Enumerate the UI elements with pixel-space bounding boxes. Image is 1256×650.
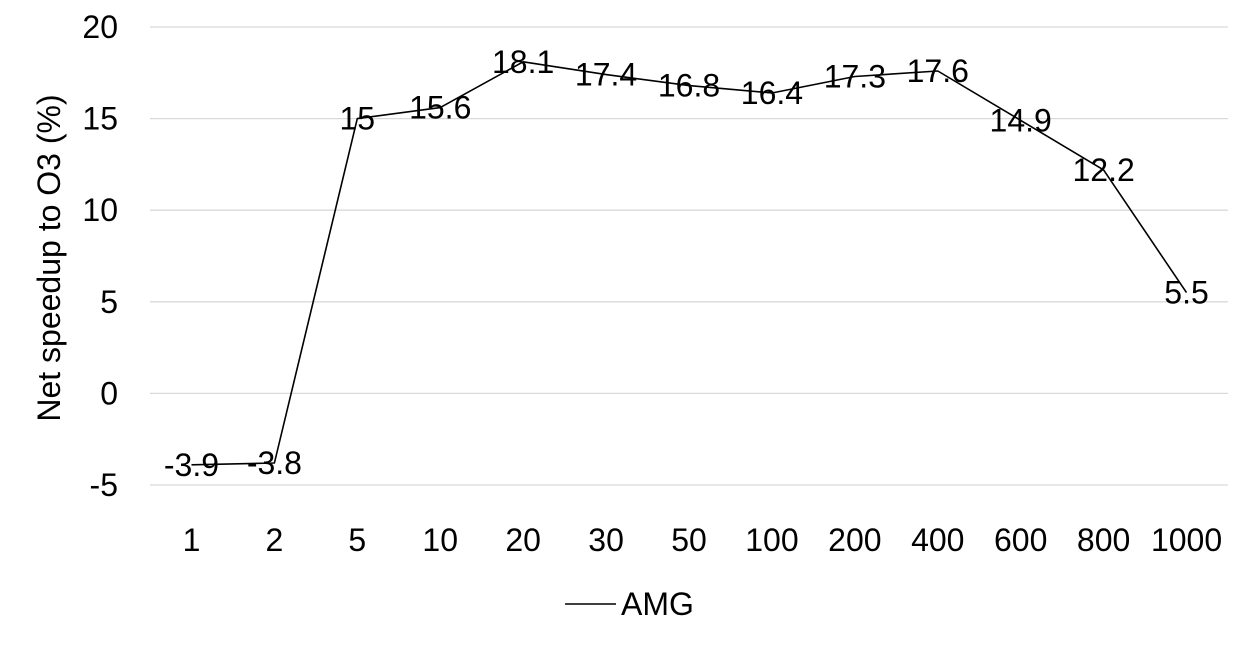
x-tick-label: 100 [745, 522, 798, 558]
y-axis-ticks: -5 0 5 10 15 20 [82, 9, 118, 503]
x-tick-label: 800 [1077, 522, 1130, 558]
x-axis-ticks: 1 2 5 10 20 30 50 100 200 400 600 800 1000 [183, 522, 1223, 558]
legend-label-amg: AMG [621, 586, 694, 622]
y-tick-label: 5 [100, 284, 118, 320]
x-tick-label: 2 [265, 522, 283, 558]
x-tick-label: 10 [422, 522, 458, 558]
data-label: 14.9 [990, 102, 1052, 138]
x-tick-label: 5 [348, 522, 366, 558]
y-axis-title: Net speedup to O3 (%) [31, 94, 67, 421]
data-label: 15.6 [409, 90, 471, 126]
data-label: 17.3 [824, 58, 886, 94]
data-label: 16.8 [658, 68, 720, 104]
data-labels: -3.9 -3.8 15 15.6 18.1 17.4 16.8 16.4 17.3 17.6 14… [164, 44, 1209, 483]
y-tick-label: 0 [100, 375, 118, 411]
data-label: 17.4 [575, 57, 637, 93]
data-label: -3.8 [247, 445, 302, 481]
y-tick-label: 15 [82, 101, 118, 137]
data-label: 18.1 [492, 44, 554, 80]
y-tick-label: -5 [90, 467, 118, 503]
legend: AMG [565, 586, 694, 622]
x-tick-label: 50 [671, 522, 707, 558]
x-tick-label: 200 [828, 522, 881, 558]
x-tick-label: 600 [994, 522, 1047, 558]
data-label: 15 [340, 101, 376, 137]
gridlines [150, 26, 1228, 486]
x-tick-label: 20 [505, 522, 541, 558]
y-tick-label: 10 [82, 192, 118, 228]
data-label: 12.2 [1072, 152, 1134, 188]
x-tick-label: 30 [588, 522, 624, 558]
series-line-amg [191, 60, 1188, 466]
series-amg [191, 60, 1188, 466]
x-tick-label: 1000 [1151, 522, 1222, 558]
x-tick-label: 400 [911, 522, 964, 558]
data-label: 16.4 [741, 75, 803, 111]
data-label: 5.5 [1164, 275, 1208, 311]
data-label: 17.6 [907, 53, 969, 89]
data-label: -3.9 [164, 447, 219, 483]
y-tick-label: 20 [82, 9, 118, 45]
x-tick-label: 1 [183, 522, 201, 558]
